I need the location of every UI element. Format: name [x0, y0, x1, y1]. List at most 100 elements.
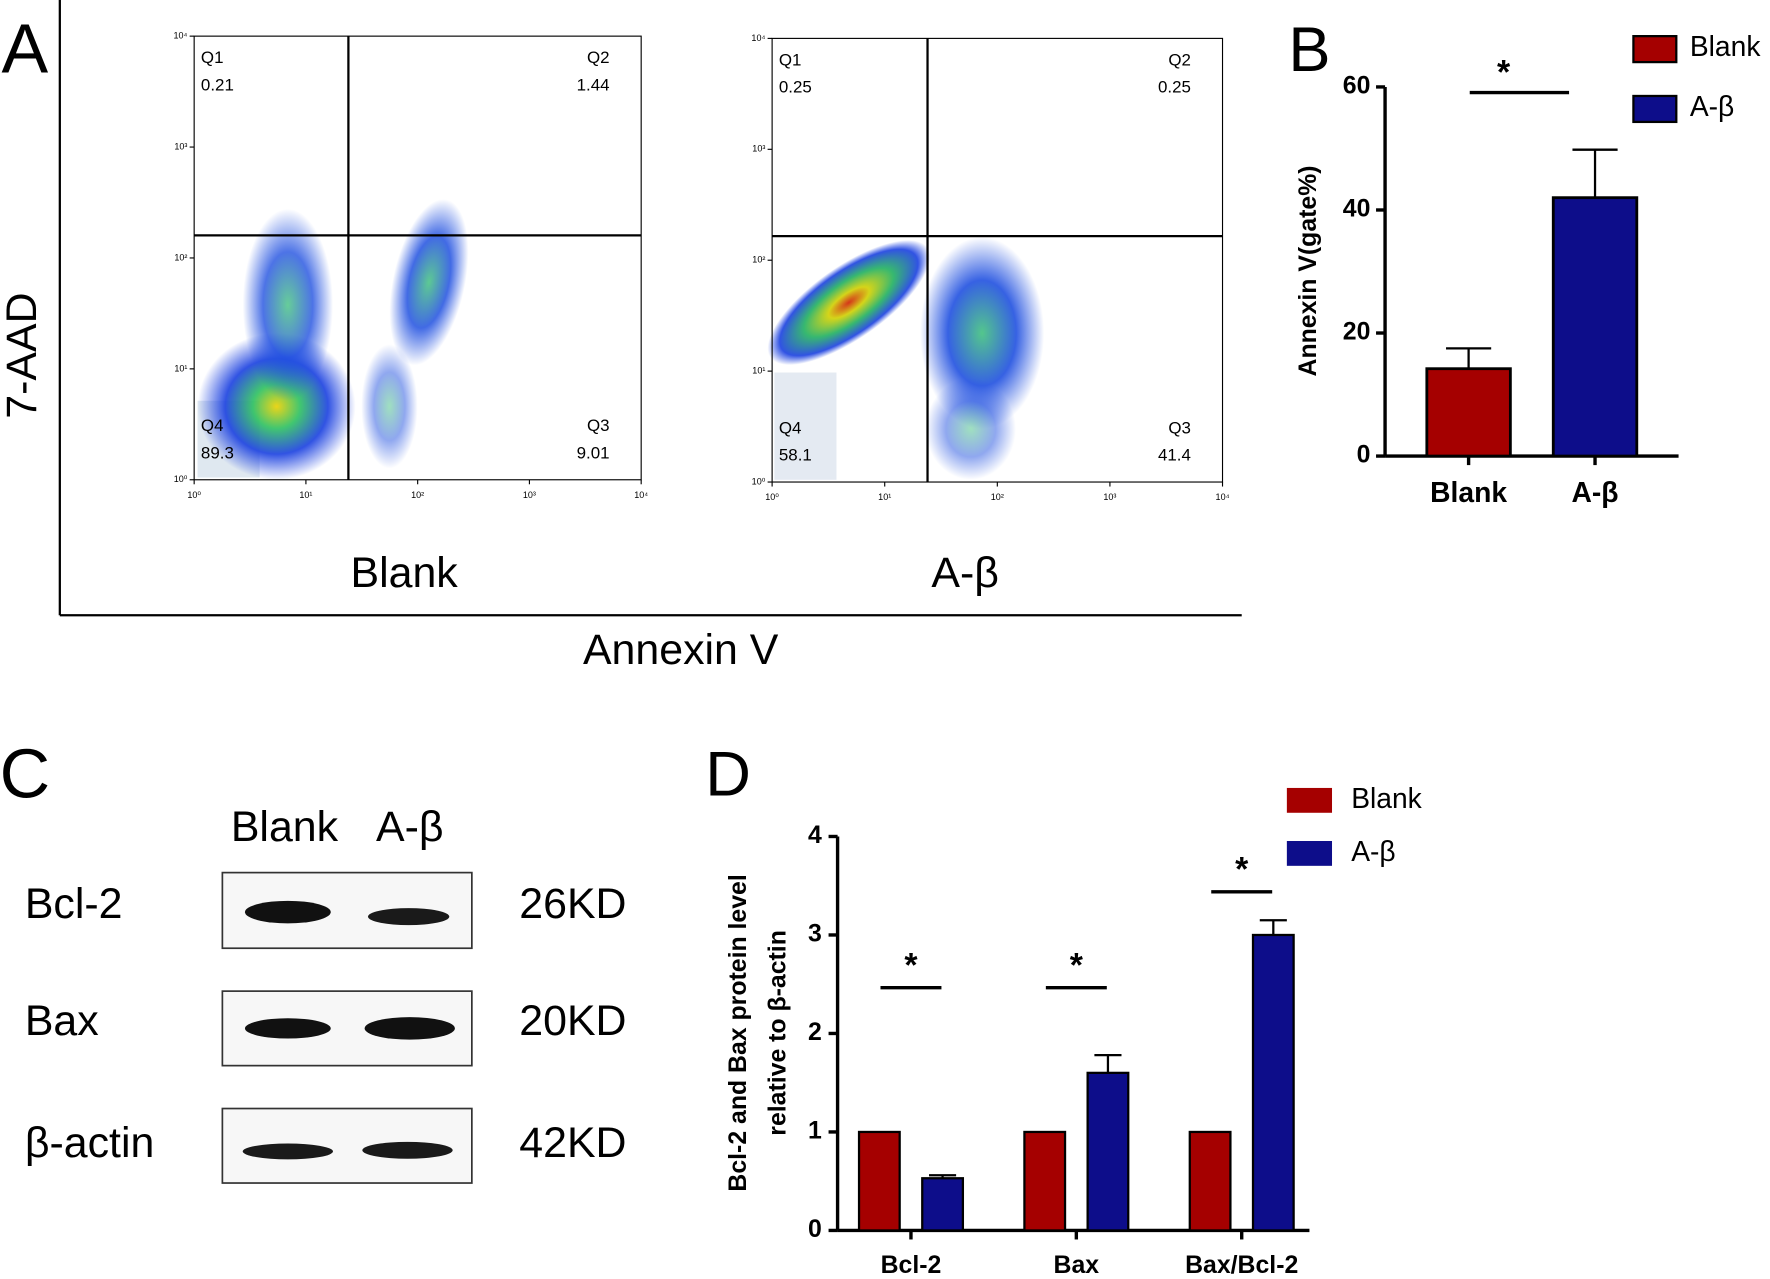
- significance-mark: *: [904, 946, 918, 984]
- y-tick-label: 10¹: [174, 363, 187, 373]
- y-axis-label: Annexin V(gate%): [1295, 165, 1322, 376]
- y-tick-label: 40: [1343, 196, 1371, 223]
- x-tick-label: 10⁰: [187, 490, 201, 500]
- quadrant-value: 0.25: [779, 78, 812, 97]
- protein-label: Bcl-2: [25, 880, 123, 928]
- x-tick-label: Bcl-2: [881, 1252, 942, 1279]
- x-tick-label: 10¹: [878, 492, 891, 502]
- x-tick-label: 10⁰: [765, 492, 779, 502]
- quadrant-name: Q1: [201, 48, 224, 67]
- density-cloud: [242, 208, 334, 401]
- density-cloud: [919, 237, 1045, 429]
- y-tick-label: 2: [808, 1019, 822, 1046]
- panel-letter: A: [1, 10, 48, 88]
- legend-label: A-β: [1690, 90, 1734, 122]
- bar: [1188, 1130, 1232, 1232]
- protein-label: Bax: [25, 997, 99, 1045]
- quadrant-value: 1.44: [577, 75, 610, 94]
- blot-band: [244, 1018, 331, 1039]
- y-tick-label: 0: [1357, 442, 1371, 469]
- legend-swatch: [1632, 94, 1678, 124]
- density-cloud: [767, 240, 931, 366]
- y-tick-label: 20: [1343, 319, 1371, 346]
- density-clouds: [197, 199, 1045, 480]
- plot-title: Blank: [350, 549, 458, 597]
- legend-swatch: [1286, 787, 1333, 813]
- x-tick-label: Bax/Bcl-2: [1185, 1252, 1298, 1279]
- y-tick-label: 10²: [174, 252, 187, 262]
- quadrant-name: Q4: [201, 416, 224, 435]
- y-tick-label: 10⁰: [174, 474, 188, 484]
- y-tick-label: 10⁴: [751, 33, 765, 43]
- quadrant-value: 0.21: [201, 75, 234, 94]
- x-tick-label: Bax: [1054, 1252, 1100, 1279]
- legend-label: Blank: [1690, 30, 1761, 62]
- legend-swatch: [1632, 35, 1678, 64]
- y-axis-label: 7-AAD: [0, 292, 46, 418]
- y-axis-label: Bcl-2 and Bax protein level: [725, 874, 752, 1191]
- blot: [221, 871, 473, 1184]
- significance-mark: *: [1235, 850, 1249, 888]
- quadrant-value: 9.01: [577, 443, 610, 462]
- bar: [1425, 367, 1512, 458]
- x-tick-label: 10³: [1103, 492, 1116, 502]
- y-tick-label: 0: [808, 1216, 822, 1243]
- bar: [1023, 1130, 1067, 1232]
- panel-letter: B: [1288, 15, 1330, 85]
- quadrant-value: 0.25: [1158, 78, 1191, 97]
- quadrant-name: Q3: [587, 416, 610, 435]
- y-tick-label: 10³: [174, 141, 187, 151]
- density-cloud: [389, 199, 469, 366]
- protein-label: β-actin: [25, 1119, 155, 1167]
- y-axis-label: relative to β-actin: [764, 930, 791, 1136]
- quadrant-name: Q2: [1168, 50, 1191, 69]
- significance-mark: *: [1070, 946, 1084, 984]
- lane-label: Blank: [231, 803, 339, 851]
- x-tick-label: 10⁴: [1216, 492, 1230, 502]
- plot-title: A-β: [931, 549, 999, 597]
- y-tick-label: 3: [808, 921, 822, 948]
- quadrant-name: Q1: [779, 50, 802, 69]
- y-tick-label: 10²: [752, 255, 765, 265]
- y-tick-label: 10³: [752, 144, 765, 154]
- x-tick-label: 10²: [411, 490, 424, 500]
- bar: [1551, 196, 1639, 458]
- quadrant-name: Q4: [779, 418, 802, 437]
- blot-band: [242, 1143, 334, 1160]
- blot-band: [362, 1141, 453, 1159]
- significance-mark: *: [1497, 53, 1511, 91]
- panel-letter: C: [0, 734, 50, 812]
- size-label: 20KD: [519, 997, 626, 1045]
- y-tick-label: 10⁴: [173, 31, 187, 41]
- x-tick-label: 10⁴: [634, 490, 648, 500]
- quadrant-value: 89.3: [201, 443, 234, 462]
- blot-band: [367, 908, 450, 926]
- size-label: 26KD: [519, 880, 626, 928]
- x-tick-label: Blank: [1430, 476, 1507, 508]
- blot-band: [364, 1017, 455, 1040]
- bar: [1251, 933, 1295, 1232]
- legend-label: Blank: [1351, 782, 1422, 814]
- legend-swatch: [1286, 840, 1333, 866]
- x-axis-label: Annexin V: [583, 626, 779, 674]
- panel-letter: D: [705, 740, 751, 810]
- bar: [921, 1177, 965, 1232]
- density-cloud: [361, 344, 418, 469]
- quadrant-name: Q3: [1168, 418, 1191, 437]
- y-tick-label: 4: [808, 822, 822, 849]
- quadrant-value: 41.4: [1158, 446, 1191, 465]
- lane-label: A-β: [376, 803, 444, 851]
- x-tick-label: 10³: [523, 490, 536, 500]
- quadrant-value: 58.1: [779, 446, 812, 465]
- y-tick-label: 60: [1343, 73, 1371, 100]
- bar: [1086, 1071, 1130, 1232]
- x-tick-label: 10²: [991, 492, 1004, 502]
- legend-label: A-β: [1351, 835, 1395, 867]
- size-label: 42KD: [519, 1119, 626, 1167]
- x-tick-label: 10¹: [299, 490, 312, 500]
- quadrant-name: Q2: [587, 48, 610, 67]
- y-tick-label: 1: [808, 1118, 822, 1145]
- y-tick-label: 10¹: [752, 366, 765, 376]
